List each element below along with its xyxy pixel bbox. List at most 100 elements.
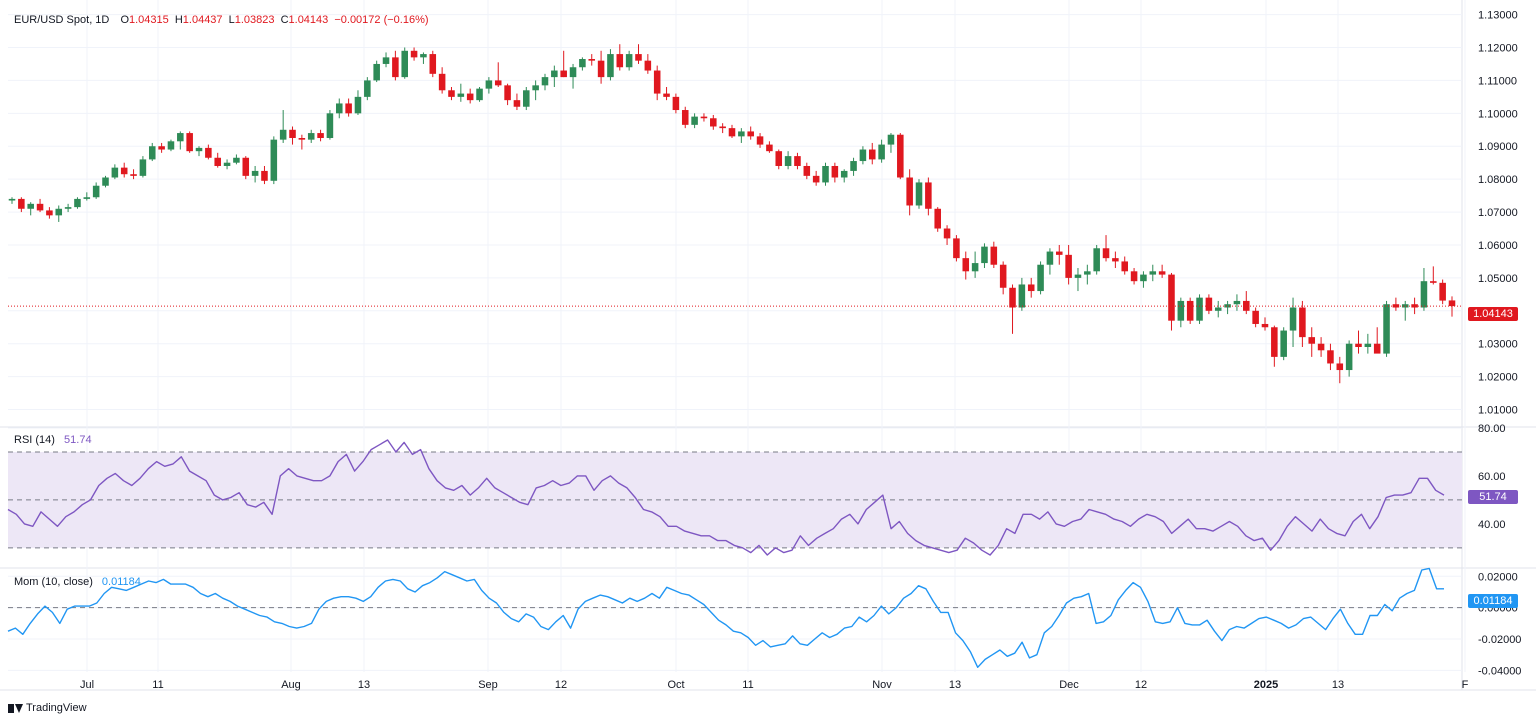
candle-body	[364, 80, 371, 97]
candle-body	[279, 129, 287, 140]
candle-body	[148, 146, 156, 160]
candle-body	[822, 165, 829, 183]
momentum-value-badge: 0.01184	[1468, 594, 1518, 608]
y-tick-label: 1.02000	[1478, 372, 1518, 384]
candle-body	[1243, 300, 1250, 311]
candle-body	[681, 110, 689, 125]
candle-body	[1186, 300, 1194, 321]
candle-body	[1130, 271, 1138, 282]
candle-body	[794, 156, 801, 166]
y-tick-label: 40.00	[1478, 519, 1506, 531]
x-tick-label: 13	[358, 679, 370, 691]
candle-body	[195, 147, 203, 152]
candle-body	[27, 203, 34, 209]
y-tick-label: 1.09000	[1478, 141, 1518, 153]
candle-body	[298, 138, 306, 140]
price-legend: EUR/USD Spot, 1D O1.04315 H1.04437 L1.03…	[14, 13, 432, 27]
candle-body	[242, 157, 250, 176]
momentum-line	[7, 567, 1444, 668]
candle-body	[756, 136, 764, 145]
candle-body	[1214, 307, 1222, 311]
candle-body	[83, 197, 91, 199]
rsi-pane[interactable]	[7, 439, 1462, 556]
candle-body	[74, 198, 81, 208]
tradingview-logo[interactable]: TradingView	[8, 702, 87, 714]
candle-body	[326, 113, 334, 139]
tradingview-logo-text: TradingView	[26, 702, 87, 714]
candle-body	[990, 246, 998, 265]
y-tick-label: -0.04000	[1478, 665, 1521, 677]
candle-body	[672, 96, 680, 111]
y-tick-label: 1.01000	[1478, 405, 1518, 417]
candle-body	[962, 258, 970, 272]
candle-body	[1299, 307, 1306, 338]
candle-body	[663, 93, 670, 97]
close-letter: C	[280, 14, 289, 26]
x-tick-label: Jul	[80, 679, 94, 691]
candle-body	[504, 85, 511, 101]
candle-body	[925, 182, 932, 209]
candle-body	[139, 159, 147, 176]
candle-body	[1439, 282, 1446, 301]
candle-body	[1224, 304, 1231, 308]
candle-body	[1430, 281, 1437, 283]
rsi-title: RSI (14)	[14, 434, 55, 446]
candle-body	[579, 59, 586, 68]
candle-body	[728, 128, 736, 137]
x-tick-label: 13	[1332, 679, 1344, 691]
last-price-badge: 1.04143	[1468, 307, 1518, 321]
candle-body	[775, 151, 783, 166]
y-tick-label: 80.00	[1478, 423, 1506, 435]
time-axis[interactable]: Jul 11 Aug 13 Sep 12 Oct 11 Nov 13 Dec 12 2025 13 F	[80, 679, 1469, 691]
candle-body	[1345, 343, 1353, 371]
candle-body	[1233, 300, 1241, 305]
candle-body	[953, 238, 960, 259]
x-tick-label: Nov	[872, 679, 892, 691]
candle-body	[607, 54, 614, 78]
candle-body	[644, 60, 652, 71]
candle-body	[906, 177, 913, 206]
candle-body	[167, 141, 175, 150]
high-letter: H	[174, 14, 183, 26]
candle-body	[588, 59, 596, 61]
y-tick-label: 1.10000	[1478, 108, 1518, 120]
candle-body	[410, 50, 418, 58]
candle-body	[1168, 274, 1175, 321]
candle-body	[560, 70, 567, 78]
candle-body	[1009, 287, 1016, 308]
x-tick-label: 12	[1135, 679, 1147, 691]
y-tick-label: -0.02000	[1478, 634, 1521, 646]
candle-body	[18, 198, 25, 209]
candle-body	[981, 246, 988, 264]
candle-body	[1177, 300, 1185, 321]
y-tick-label: 1.13000	[1478, 10, 1518, 22]
candle-body	[1327, 350, 1334, 364]
candle-body	[1252, 310, 1259, 324]
candle-body	[1065, 254, 1072, 278]
momentum-pane[interactable]	[7, 567, 1462, 668]
candle-body	[1205, 297, 1213, 311]
x-tick-label: 2025	[1254, 679, 1278, 691]
candle-body	[485, 80, 493, 89]
candle-body	[64, 207, 72, 209]
grid	[0, 0, 1536, 691]
candle-body	[616, 54, 624, 68]
candle-body	[429, 54, 437, 74]
candle-body	[8, 198, 16, 201]
candle-body	[859, 149, 867, 162]
price-axis[interactable]: 1.13000 1.12000 1.11000 1.10000 1.09000 1.080…	[1478, 10, 1521, 678]
candle-body	[1392, 304, 1400, 308]
candle-body	[1448, 300, 1456, 307]
price-pane[interactable]	[8, 44, 1462, 384]
candle-body	[466, 93, 474, 101]
candle-body	[1373, 343, 1381, 354]
candle-body	[513, 100, 521, 107]
y-tick-label: 1.08000	[1478, 174, 1518, 186]
y-tick-label: 1.06000	[1478, 240, 1518, 252]
x-tick-label: Aug	[281, 679, 301, 691]
low-value: 1.03823	[234, 14, 275, 26]
candle-body	[1317, 343, 1325, 351]
candle-body	[691, 116, 698, 125]
